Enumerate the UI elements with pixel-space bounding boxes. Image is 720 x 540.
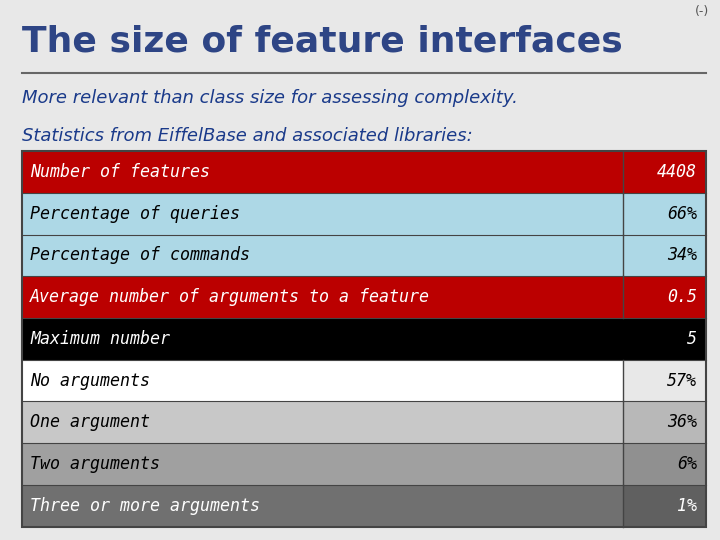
Bar (22, 193, 623, 234)
Text: More relevant than class size for assessing complexity.: More relevant than class size for assess… (22, 89, 518, 107)
Bar (623, 234, 706, 276)
Text: 34%: 34% (667, 246, 697, 265)
Bar (623, 443, 706, 485)
Text: Percentage of commands: Percentage of commands (30, 246, 251, 265)
Text: One argument: One argument (30, 413, 150, 431)
Bar (623, 151, 706, 193)
Text: Maximum number: Maximum number (30, 330, 170, 348)
Text: No arguments: No arguments (30, 372, 150, 389)
Text: Statistics from EiffelBase and associated libraries:: Statistics from EiffelBase and associate… (22, 127, 472, 145)
Bar (22, 276, 623, 318)
Text: Percentage of queries: Percentage of queries (30, 205, 240, 222)
Bar (623, 401, 706, 443)
Text: 57%: 57% (667, 372, 697, 389)
Text: The size of feature interfaces: The size of feature interfaces (22, 24, 622, 58)
Text: 0.5: 0.5 (667, 288, 697, 306)
Bar (623, 193, 706, 234)
Bar (22, 401, 623, 443)
Text: 66%: 66% (667, 205, 697, 222)
Text: Average number of arguments to a feature: Average number of arguments to a feature (30, 288, 431, 306)
Bar (22, 485, 623, 526)
Bar (22, 443, 623, 485)
Text: 1%: 1% (677, 497, 697, 515)
Bar (623, 276, 706, 318)
Bar (22, 360, 623, 401)
Bar (22, 234, 623, 276)
Bar (623, 485, 706, 526)
Text: (-): (-) (695, 5, 709, 18)
Text: 5: 5 (687, 330, 697, 348)
Bar (22, 151, 706, 526)
Text: Two arguments: Two arguments (30, 455, 161, 473)
Text: 36%: 36% (667, 413, 697, 431)
Bar (22, 151, 623, 193)
Text: Number of features: Number of features (30, 163, 210, 181)
Bar (623, 360, 706, 401)
Bar (22, 318, 706, 360)
Text: 6%: 6% (677, 455, 697, 473)
Text: 4408: 4408 (657, 163, 697, 181)
Text: Three or more arguments: Three or more arguments (30, 497, 260, 515)
